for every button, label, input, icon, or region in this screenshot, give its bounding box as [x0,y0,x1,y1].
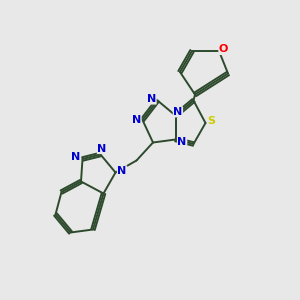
Text: N: N [118,166,127,176]
Text: N: N [71,152,80,162]
Text: O: O [219,44,228,55]
Text: N: N [178,137,187,147]
Text: N: N [173,107,182,117]
Text: S: S [208,116,215,127]
Text: N: N [147,94,156,104]
Text: N: N [98,143,106,154]
Text: N: N [132,115,141,125]
